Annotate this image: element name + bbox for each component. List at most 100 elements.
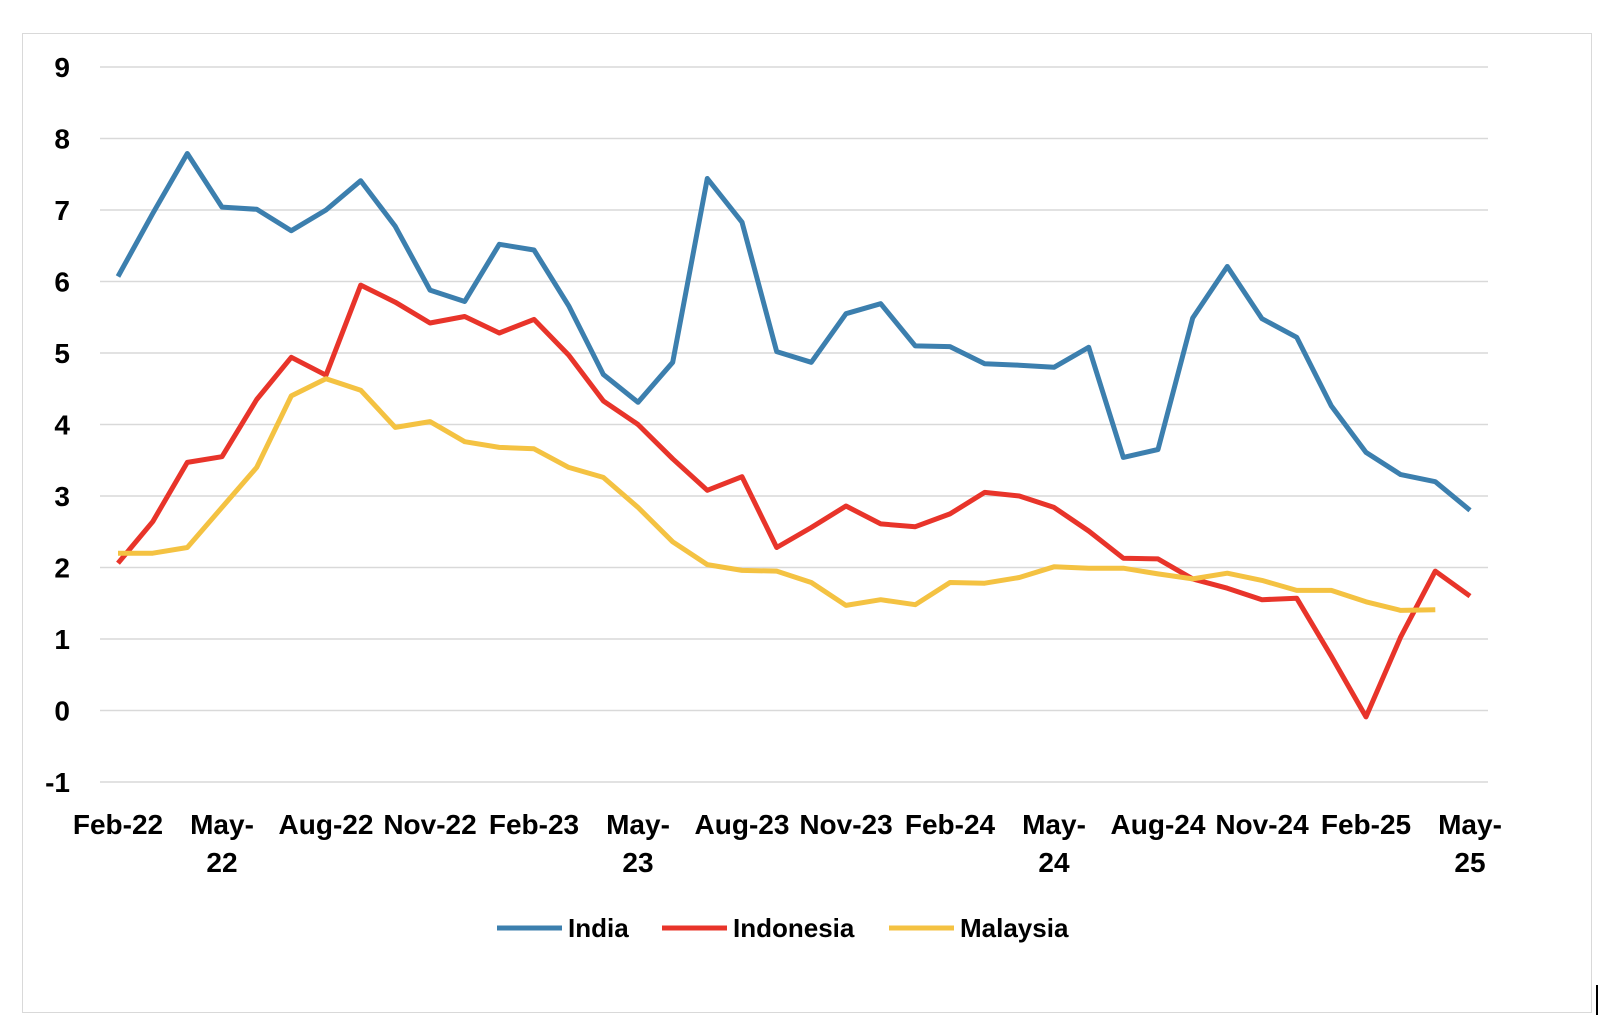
malaysia-data-point bbox=[116, 551, 121, 556]
x-tick-label: Feb-25 bbox=[1321, 809, 1411, 840]
india-data-point bbox=[1468, 508, 1473, 513]
series-lines bbox=[115, 151, 1473, 720]
malaysia-data-point bbox=[1052, 564, 1057, 569]
malaysia-data-point bbox=[982, 581, 987, 586]
malaysia-data-point bbox=[497, 445, 502, 450]
y-tick-label: 1 bbox=[54, 624, 70, 655]
malaysia-series-line bbox=[118, 376, 1436, 613]
y-tick-label: 8 bbox=[54, 124, 70, 155]
indonesia-data-point bbox=[601, 398, 606, 403]
malaysia-data-point bbox=[1017, 575, 1022, 580]
indonesia-data-point bbox=[1156, 556, 1161, 561]
legend: India Indonesia Malaysia bbox=[497, 913, 1069, 943]
indonesia-series-line bbox=[116, 282, 1472, 720]
indonesia-data-point bbox=[705, 488, 710, 493]
indonesia-data-point bbox=[1121, 556, 1126, 561]
legend-label-india: India bbox=[568, 913, 629, 943]
india-data-point bbox=[948, 344, 953, 349]
india-data-point bbox=[1156, 447, 1161, 452]
malaysia-data-point bbox=[913, 602, 918, 607]
x-tick-label: Feb-23 bbox=[489, 809, 579, 840]
malaysia-data-point bbox=[324, 376, 329, 381]
indonesia-data-point bbox=[982, 490, 987, 495]
x-tick-label: 24 bbox=[1038, 847, 1070, 878]
malaysia-data-point bbox=[1294, 588, 1299, 593]
india-data-point bbox=[150, 211, 155, 216]
malaysia-data-point bbox=[1190, 576, 1195, 581]
india-data-point bbox=[1329, 403, 1334, 408]
indonesia-data-point bbox=[1225, 586, 1230, 591]
india-data-point bbox=[393, 224, 398, 229]
india-data-point bbox=[497, 242, 502, 247]
malaysia-data-point bbox=[254, 465, 259, 470]
legend-label-indonesia: Indonesia bbox=[733, 913, 855, 943]
y-tick-label: -1 bbox=[45, 767, 70, 798]
indonesia-data-point bbox=[1294, 596, 1299, 601]
india-data-point bbox=[1364, 450, 1369, 455]
malaysia-data-point bbox=[1398, 608, 1403, 613]
malaysia-data-point bbox=[740, 568, 745, 573]
malaysia-data-point bbox=[462, 439, 467, 444]
malaysia-data-point bbox=[1086, 566, 1091, 571]
malaysia-data-point bbox=[809, 580, 814, 585]
india-data-point bbox=[254, 207, 259, 212]
indonesia-data-point bbox=[185, 460, 190, 465]
india-data-point bbox=[1017, 363, 1022, 368]
x-tick-label: May- bbox=[1438, 809, 1502, 840]
text-cursor-mark bbox=[1596, 985, 1598, 1015]
india-data-point bbox=[1260, 316, 1265, 321]
india-data-point bbox=[878, 301, 883, 306]
indonesia-data-point bbox=[774, 545, 779, 550]
x-tick-label: May- bbox=[190, 809, 254, 840]
x-tick-label: Nov-24 bbox=[1215, 809, 1309, 840]
india-data-point bbox=[566, 303, 571, 308]
india-data-point bbox=[1294, 335, 1299, 340]
x-tick-label: Aug-24 bbox=[1111, 809, 1206, 840]
india-data-point bbox=[1433, 479, 1438, 484]
india-data-point bbox=[1225, 264, 1230, 269]
india-data-point bbox=[220, 205, 225, 210]
indonesia-data-point bbox=[913, 524, 918, 529]
x-tick-label: 25 bbox=[1454, 847, 1485, 878]
india-data-point bbox=[982, 361, 987, 366]
malaysia-data-point bbox=[705, 562, 710, 567]
indonesia-data-point bbox=[878, 521, 883, 526]
malaysia-data-point bbox=[1364, 599, 1369, 604]
india-data-point bbox=[116, 274, 121, 279]
y-tick-label: 4 bbox=[54, 410, 70, 441]
malaysia-data-point bbox=[358, 388, 363, 393]
indonesia-data-point bbox=[1364, 714, 1369, 719]
indonesia-data-point bbox=[254, 397, 259, 402]
indonesia-data-point bbox=[497, 330, 502, 335]
y-axis-tick-labels: -1 0 1 2 3 4 5 6 7 8 9 bbox=[45, 52, 70, 798]
malaysia-data-point bbox=[636, 505, 641, 510]
india-data-point bbox=[913, 343, 918, 348]
india-data-point bbox=[601, 372, 606, 377]
india-data-point bbox=[462, 299, 467, 304]
malaysia-data-point bbox=[1329, 588, 1334, 593]
x-tick-label: Feb-24 bbox=[905, 809, 996, 840]
india-data-point bbox=[844, 311, 849, 316]
malaysia-data-point bbox=[601, 475, 606, 480]
malaysia-data-point bbox=[948, 580, 953, 585]
y-tick-label: 5 bbox=[54, 338, 70, 369]
indonesia-data-point bbox=[809, 525, 814, 530]
indonesia-data-point bbox=[566, 353, 571, 358]
india-data-point bbox=[740, 220, 745, 225]
x-tick-label: May- bbox=[606, 809, 670, 840]
malaysia-data-point bbox=[878, 597, 883, 602]
malaysia-data-point bbox=[844, 603, 849, 608]
malaysia-data-point bbox=[774, 569, 779, 574]
malaysia-data-point bbox=[670, 539, 675, 544]
malaysia-data-point bbox=[1121, 566, 1126, 571]
malaysia-data-point bbox=[393, 425, 398, 430]
india-data-point bbox=[428, 288, 433, 293]
india-data-point bbox=[809, 360, 814, 365]
x-tick-label: Nov-23 bbox=[799, 809, 892, 840]
indonesia-data-point bbox=[1260, 597, 1265, 602]
indonesia-data-point bbox=[740, 474, 745, 479]
x-tick-label: 23 bbox=[622, 847, 653, 878]
india-data-point bbox=[1398, 472, 1403, 477]
indonesia-data-point bbox=[948, 511, 953, 516]
